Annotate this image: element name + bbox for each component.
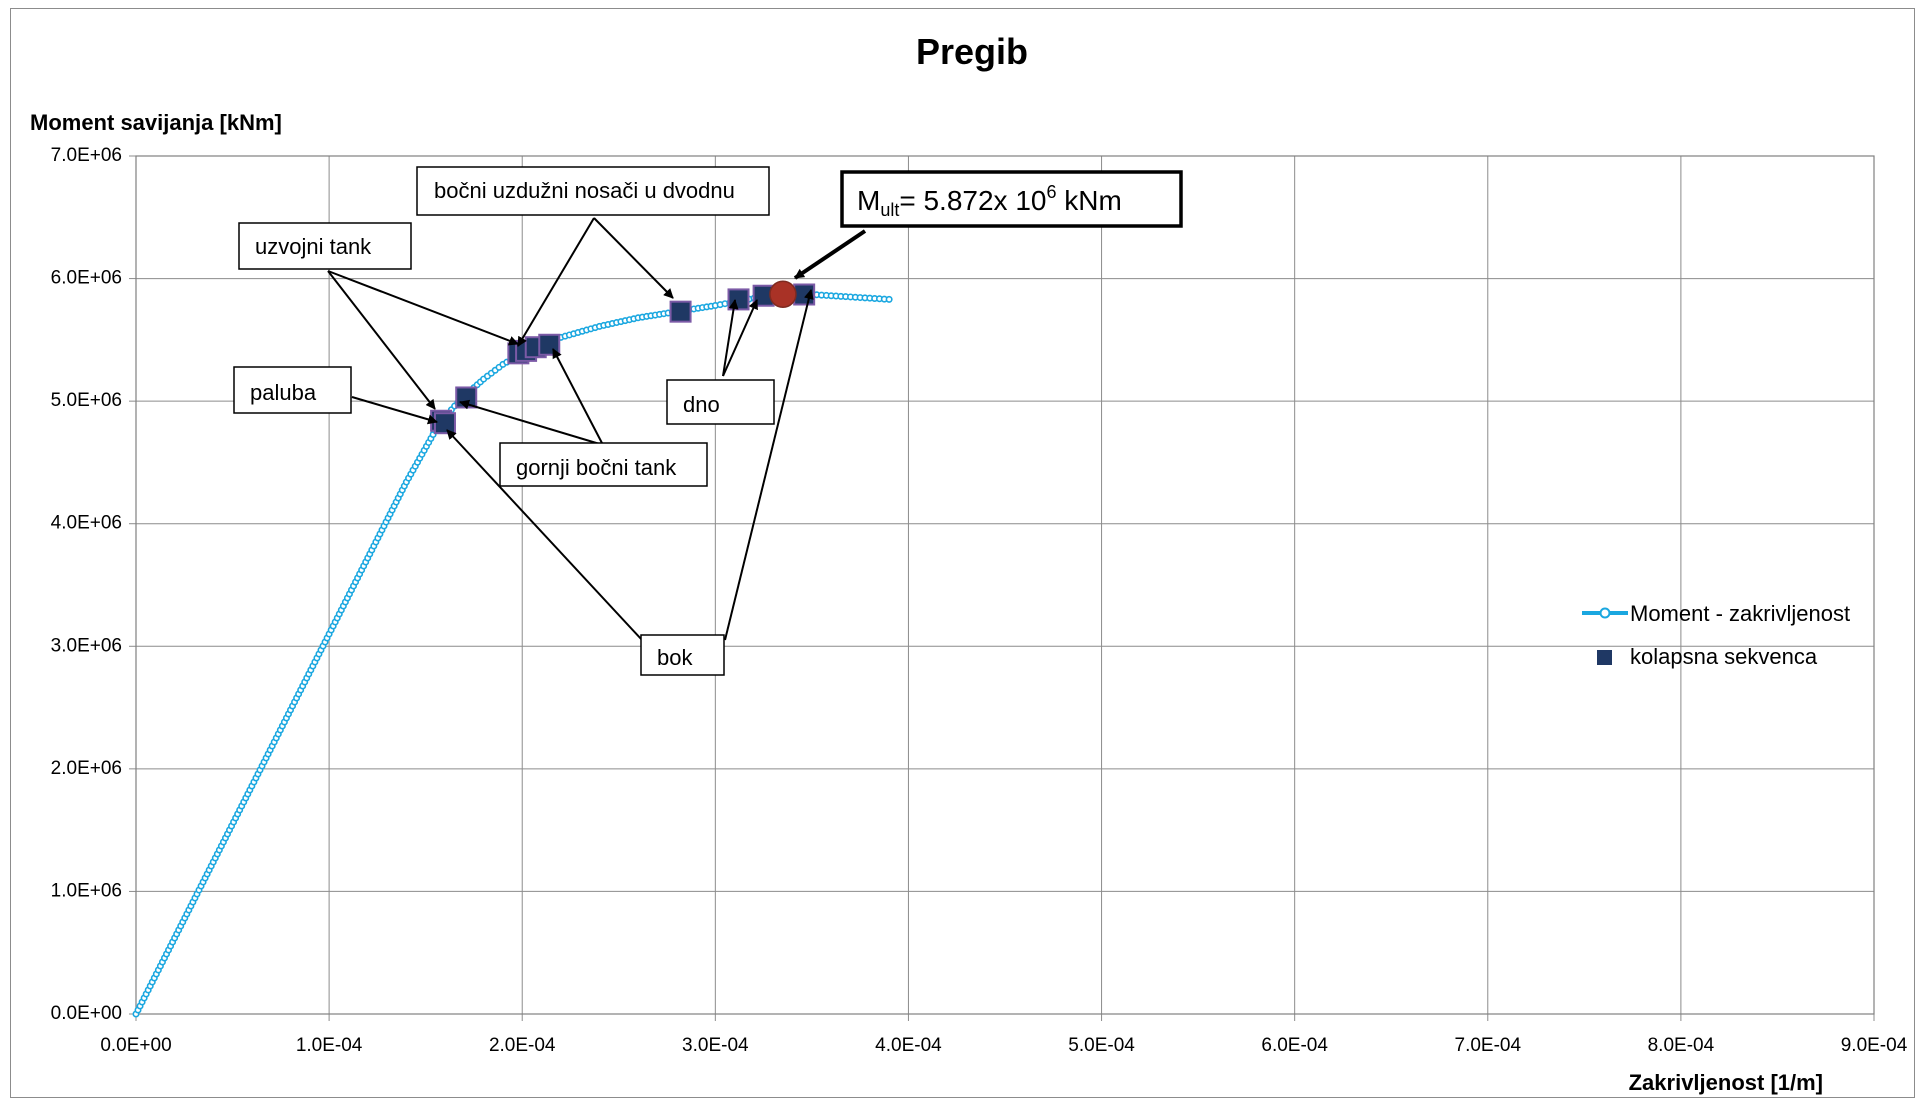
annotation-dno: dno	[666, 379, 775, 425]
x-tick-label: 4.0E-04	[875, 1035, 942, 1056]
annotation-box	[238, 222, 412, 270]
annotation-label: bočni uzdužni nosači u dvodnu	[434, 178, 735, 203]
plot-area-border	[135, 155, 1875, 1015]
annotation-box	[640, 634, 725, 676]
collapse-point	[727, 288, 750, 311]
arrow-bok-2	[724, 289, 814, 641]
x-axis-title: Zakrivljenost [1/m]	[1629, 1070, 1823, 1095]
mult-label: Mult= 5.872x 106 kNm	[857, 182, 1122, 220]
annotation-label: paluba	[250, 380, 317, 405]
y-axis-ticks: 0.0E+00 1.0E+06 2.0E+06 3.0E+06 4.0E+06 5.0E+…	[51, 145, 122, 1024]
y-tick-label: 6.0E+06	[51, 268, 122, 289]
ultimate-moment-point	[769, 280, 797, 309]
arrow-nosaci-1	[517, 217, 595, 347]
x-tick-label: 3.0E-04	[682, 1035, 749, 1056]
legend-item-kolapsna: kolapsna sekvenca	[1597, 644, 1818, 669]
legend-item-moment: Moment - zakrivljenost	[1582, 601, 1850, 626]
annotation-label: bok	[657, 645, 693, 670]
arrow-uzvojni-1	[327, 270, 519, 346]
arrow-gornji-1	[459, 399, 604, 446]
annotation-uzvojni: uzvojni tank	[238, 222, 412, 270]
arrow-dno-2	[722, 299, 758, 377]
arrow-gornji-2	[552, 348, 604, 446]
collapse-point	[433, 412, 456, 435]
arrow-mult	[793, 229, 867, 280]
mult-subscript: ult	[880, 200, 899, 220]
x-tick-label: 1.0E-04	[296, 1035, 363, 1056]
x-tick-label: 7.0E-04	[1455, 1035, 1522, 1056]
annotation-box	[233, 366, 352, 414]
annotation-box	[416, 166, 770, 216]
x-tick-label: 0.0E+00	[100, 1035, 171, 1056]
x-axis-ticks: 0.0E+00 1.0E-04 2.0E-04 3.0E-04 4.0E-04 5.0E-…	[100, 1035, 1907, 1056]
chart-frame	[10, 8, 1915, 1098]
legend-swatch-square	[1597, 650, 1612, 665]
y-tick-label: 1.0E+06	[51, 880, 122, 901]
grid	[129, 155, 1875, 1021]
mult-unit: kNm	[1056, 185, 1121, 216]
arrow-paluba	[351, 396, 438, 425]
mult-value: = 5.872x 10	[899, 185, 1046, 216]
x-tick-label: 6.0E-04	[1261, 1035, 1328, 1056]
collapse-point	[793, 283, 816, 306]
annotation-box	[499, 442, 708, 487]
annotation-label: dno	[683, 392, 720, 417]
annotation-mult: Mult= 5.872x 106 kNm	[840, 170, 1183, 228]
arrow-dno-1	[722, 299, 739, 377]
legend-label: Moment - zakrivljenost	[1630, 601, 1850, 626]
mult-superscript: 6	[1046, 182, 1056, 202]
annotation-nosaci: bočni uzdužni nosači u dvodnu	[416, 166, 770, 216]
x-tick-label: 5.0E-04	[1068, 1035, 1135, 1056]
y-tick-label: 4.0E+06	[51, 513, 122, 534]
data-point	[885, 295, 893, 303]
arrow-nosaci-2	[593, 217, 674, 299]
annotation-bok: bok	[640, 634, 725, 676]
legend-swatch-marker	[1599, 607, 1611, 619]
annotation-label: gornji bočni tank	[516, 455, 677, 480]
arrow-uzvojni-2	[327, 270, 436, 410]
annotation-label: uzvojni tank	[255, 234, 372, 259]
mult-main: M	[857, 185, 880, 216]
x-tick-label: 9.0E-04	[1841, 1035, 1908, 1056]
annotation-paluba: paluba	[233, 366, 352, 414]
y-tick-label: 0.0E+00	[51, 1003, 122, 1024]
y-axis-title: Moment savijanja [kNm]	[30, 110, 282, 135]
annotation-box	[666, 379, 775, 425]
y-tick-label: 5.0E+06	[51, 390, 122, 411]
legend-label: kolapsna sekvenca	[1630, 644, 1818, 669]
y-tick-label: 3.0E+06	[51, 635, 122, 656]
x-tick-label: 2.0E-04	[489, 1035, 556, 1056]
y-tick-label: 7.0E+06	[51, 145, 122, 166]
annotation-arrows	[327, 217, 867, 641]
chart-title: Pregib	[916, 31, 1028, 72]
arrow-bok-1	[446, 429, 643, 641]
y-tick-label: 2.0E+06	[51, 758, 122, 779]
legend: Moment - zakrivljenost kolapsna sekvenca	[1582, 601, 1850, 669]
annotation-gornji: gornji bočni tank	[499, 442, 708, 487]
mult-box	[840, 170, 1183, 228]
series-moment-markers	[132, 291, 893, 1018]
collapse-point	[538, 333, 561, 356]
x-tick-label: 8.0E-04	[1648, 1035, 1715, 1056]
collapse-point	[669, 300, 692, 323]
